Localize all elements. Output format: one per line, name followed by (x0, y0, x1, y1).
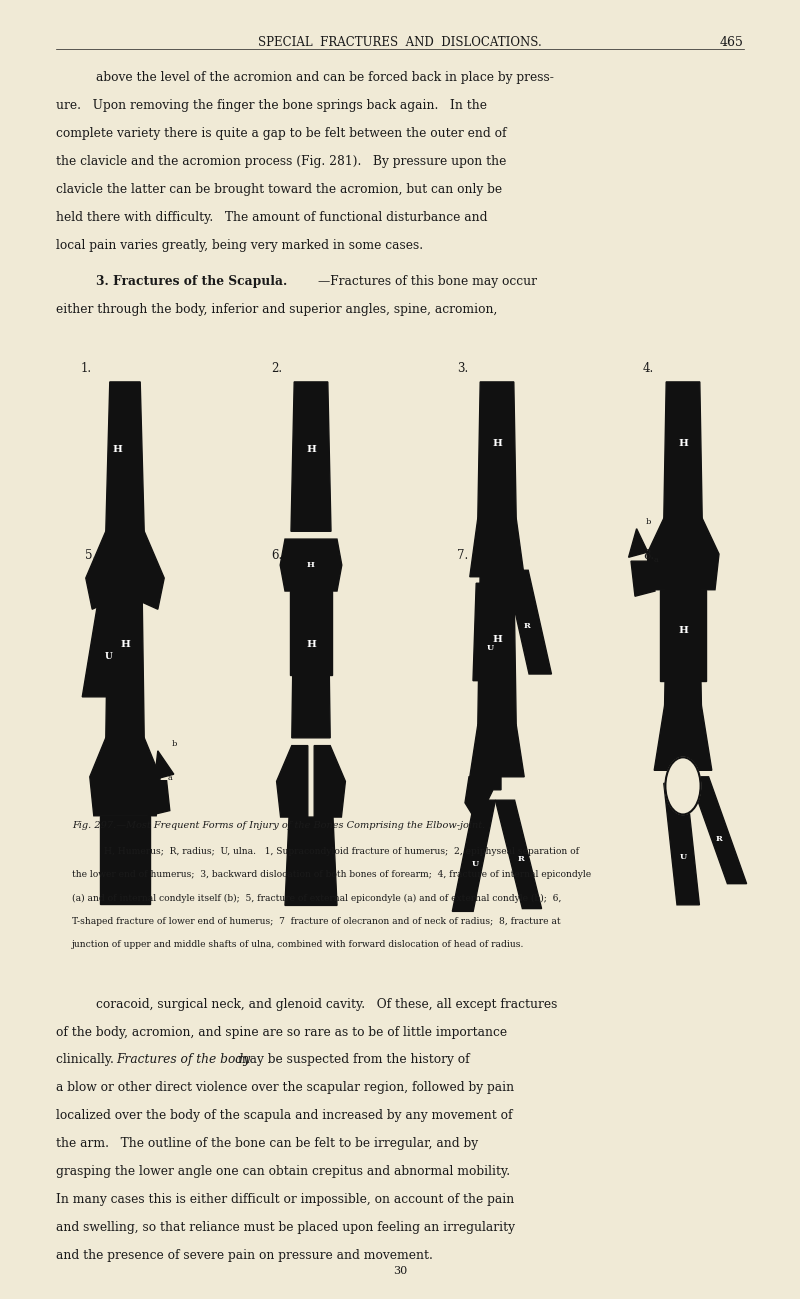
Text: —Fractures of this bone may occur: —Fractures of this bone may occur (318, 274, 538, 288)
Polygon shape (291, 382, 331, 531)
Text: U: U (105, 652, 113, 661)
Polygon shape (148, 781, 170, 816)
Polygon shape (86, 531, 164, 609)
Text: b: b (646, 518, 651, 526)
Polygon shape (473, 583, 508, 681)
Text: coracoid, surgical neck, and glenoid cavity.   Of these, all except fractures: coracoid, surgical neck, and glenoid cav… (96, 998, 558, 1011)
Text: H: H (120, 640, 130, 650)
Text: a blow or other direct violence over the scapular region, followed by pain: a blow or other direct violence over the… (56, 1081, 514, 1095)
Polygon shape (660, 590, 706, 681)
Text: H: H (492, 439, 502, 448)
Polygon shape (470, 518, 524, 577)
Text: 6.: 6. (271, 549, 282, 562)
Text: and the presence of severe pain on pressure and movement.: and the presence of severe pain on press… (56, 1250, 433, 1263)
Text: SPECIAL  FRACTURES  AND  DISLOCATIONS.: SPECIAL FRACTURES AND DISLOCATIONS. (258, 36, 542, 49)
Polygon shape (470, 725, 524, 777)
Text: R: R (518, 855, 525, 863)
Circle shape (666, 757, 701, 814)
Text: and swelling, so that reliance must be placed upon feeling an irregularity: and swelling, so that reliance must be p… (56, 1221, 515, 1234)
Text: 3. Fractures of the Scapula.: 3. Fractures of the Scapula. (96, 274, 287, 288)
Circle shape (101, 538, 141, 603)
Text: local pain varies greatly, being very marked in some cases.: local pain varies greatly, being very ma… (56, 239, 423, 252)
Polygon shape (465, 777, 501, 822)
Polygon shape (280, 539, 342, 591)
Text: U: U (472, 860, 479, 869)
Text: H: H (492, 635, 502, 643)
Text: In many cases this is either difficult or impossible, on account of the pain: In many cases this is either difficult o… (56, 1192, 514, 1207)
Polygon shape (82, 603, 128, 696)
Text: U: U (679, 853, 686, 861)
Polygon shape (647, 518, 719, 590)
Text: H: H (307, 561, 315, 569)
Polygon shape (629, 529, 648, 557)
Polygon shape (506, 570, 551, 674)
Polygon shape (277, 746, 308, 817)
Text: 1.: 1. (81, 362, 92, 375)
Text: R: R (523, 622, 530, 630)
Text: the lower end of humerus;  3, backward dislocation of both bones of forearm;  4,: the lower end of humerus; 3, backward di… (72, 870, 591, 879)
Text: clavicle the latter can be brought toward the acromion, but can only be: clavicle the latter can be brought towar… (56, 183, 502, 196)
Polygon shape (292, 569, 330, 738)
Text: held there with difficulty.   The amount of functional disturbance and: held there with difficulty. The amount o… (56, 210, 487, 225)
Text: R: R (715, 834, 722, 843)
Text: H: H (678, 439, 688, 448)
Text: grasping the lower angle one can obtain crepitus and abnormal mobility.: grasping the lower angle one can obtain … (56, 1165, 510, 1178)
Text: 5.: 5. (85, 549, 96, 562)
Text: a: a (654, 556, 658, 564)
Text: 8.: 8. (643, 549, 654, 562)
Text: the arm.   The outline of the bone can be felt to be irregular, and by: the arm. The outline of the bone can be … (56, 1138, 478, 1151)
Text: H: H (306, 444, 316, 453)
Text: 465: 465 (720, 36, 744, 49)
Text: either through the body, inferior and superior angles, spine, acromion,: either through the body, inferior and su… (56, 303, 498, 316)
Text: b: b (172, 740, 178, 748)
Text: may be suspected from the history of: may be suspected from the history of (234, 1053, 470, 1066)
Polygon shape (452, 800, 495, 912)
Text: Fractures of the body: Fractures of the body (116, 1053, 250, 1066)
Text: 7.: 7. (457, 549, 468, 562)
Polygon shape (106, 382, 144, 531)
Text: 30: 30 (393, 1265, 407, 1276)
Text: ure.   Upon removing the finger the bone springs back again.   In the: ure. Upon removing the finger the bone s… (56, 100, 487, 113)
Text: the clavicle and the acromion process (Fig. 281).   By pressure upon the: the clavicle and the acromion process (F… (56, 155, 506, 169)
Text: 4.: 4. (643, 362, 654, 375)
Polygon shape (665, 569, 702, 705)
Polygon shape (478, 569, 516, 725)
Polygon shape (100, 816, 150, 904)
Text: of the body, acromion, and spine are so rare as to be of little importance: of the body, acromion, and spine are so … (56, 1026, 507, 1039)
Polygon shape (90, 738, 160, 816)
Polygon shape (285, 817, 337, 905)
Polygon shape (154, 751, 174, 779)
Polygon shape (631, 561, 655, 596)
Text: complete variety there is quite a gap to be felt between the outer end of: complete variety there is quite a gap to… (56, 127, 506, 140)
Text: Fig. 297.—Most Frequent Forms of Injury of the Bones Comprising the Elbow-joint.: Fig. 297.—Most Frequent Forms of Injury … (72, 821, 486, 830)
Polygon shape (314, 746, 346, 817)
Text: above the level of the acromion and can be forced back in place by press-: above the level of the acromion and can … (96, 71, 554, 84)
Text: (a) and of internal condyle itself (b);  5, fracture of external epicondyle (a) : (a) and of internal condyle itself (b); … (72, 894, 562, 903)
Polygon shape (106, 569, 144, 738)
Text: T-shaped fracture of lower end of humerus;  7  fracture of olecranon and of neck: T-shaped fracture of lower end of humeru… (72, 917, 561, 926)
Text: H: H (678, 626, 688, 635)
Text: H, Humerus;  R, radius;  U, ulna.   1, Supracondyloid fracture of humerus;  2, e: H, Humerus; R, radius; U, ulna. 1, Supra… (104, 847, 579, 856)
Text: junction of upper and middle shafts of ulna, combined with forward dislocation o: junction of upper and middle shafts of u… (72, 940, 524, 950)
Text: clinically.: clinically. (56, 1053, 126, 1066)
Text: H: H (306, 640, 316, 650)
Polygon shape (654, 705, 712, 770)
Polygon shape (664, 382, 702, 518)
Text: U: U (487, 644, 494, 652)
Polygon shape (290, 591, 332, 675)
Polygon shape (664, 783, 699, 905)
Text: 2.: 2. (271, 362, 282, 375)
Text: a: a (167, 774, 172, 782)
Text: 3.: 3. (457, 362, 468, 375)
Text: localized over the body of the scapula and increased by any movement of: localized over the body of the scapula a… (56, 1109, 513, 1122)
Polygon shape (478, 382, 516, 518)
Text: H: H (112, 444, 122, 453)
Polygon shape (690, 777, 746, 883)
Polygon shape (495, 800, 542, 908)
